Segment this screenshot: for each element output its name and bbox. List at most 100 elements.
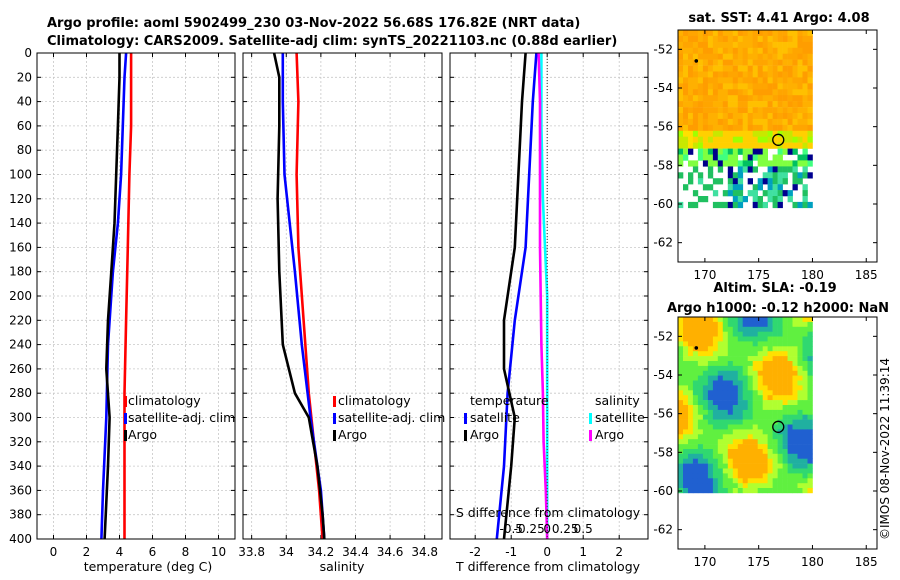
map-cell: [732, 468, 739, 474]
map-cell: [732, 405, 739, 411]
map-cell: [747, 166, 753, 173]
map-cell: [692, 380, 699, 386]
map-cell: [757, 356, 763, 362]
map-cell: [752, 414, 758, 420]
longitude-tick-label: 170: [693, 555, 716, 569]
map-cell: [717, 488, 724, 494]
map-cell: [732, 77, 739, 84]
map-cell: [712, 321, 719, 328]
map-cell: [767, 71, 773, 78]
map-cell: [742, 439, 748, 445]
map-cell: [777, 375, 783, 381]
series-t-satellite: [495, 52, 538, 540]
map-cell: [752, 375, 758, 381]
map-cell: [777, 458, 783, 464]
map-cell: [732, 409, 739, 416]
map-cell: [732, 47, 739, 54]
map-cell: [727, 488, 734, 494]
map-cell: [747, 449, 753, 455]
map-cell: [767, 346, 773, 352]
map-cell: [692, 365, 699, 372]
map-cell: [767, 53, 773, 60]
map-cell: [688, 172, 694, 179]
map-cell: [717, 463, 724, 469]
map-cell: [692, 326, 699, 332]
map-cell: [683, 365, 689, 372]
map-cell: [792, 95, 798, 102]
map-cell: [757, 317, 763, 323]
map-cell: [692, 488, 699, 494]
map-cell: [712, 30, 719, 37]
map-cell: [762, 434, 768, 440]
map-cell: [767, 483, 773, 489]
map-cell: [707, 341, 714, 347]
map-cell: [777, 71, 783, 78]
map-cell: [797, 409, 803, 416]
map-cell: [797, 385, 803, 391]
map-cell: [702, 59, 709, 66]
map-cell: [807, 41, 813, 49]
map-cell: [722, 35, 729, 43]
legend-temp-argo: Argo: [128, 427, 157, 442]
map-cell: [777, 184, 783, 191]
map-cell: [707, 118, 714, 126]
map-cell: [757, 95, 763, 102]
map-cell: [772, 385, 778, 391]
map-cell: [792, 41, 798, 49]
map-cell: [688, 30, 694, 37]
map-cell: [692, 449, 699, 455]
map-cell: [683, 47, 689, 54]
map-cell: [688, 444, 694, 450]
map-cell: [777, 434, 783, 440]
map-cell: [678, 473, 684, 479]
map-cell: [802, 351, 808, 357]
map-cell: [737, 370, 744, 376]
map-cell: [797, 71, 803, 78]
map-cell: [777, 331, 783, 337]
map-cell: [797, 449, 803, 455]
map-cell: [797, 95, 803, 102]
map-cell: [742, 53, 748, 60]
map-cell: [772, 375, 778, 381]
map-cell: [767, 400, 773, 406]
map-cell: [787, 434, 793, 440]
map-cell: [712, 453, 719, 459]
map-cell: [787, 375, 793, 381]
map-cell: [742, 463, 748, 469]
map-cell: [732, 434, 739, 440]
map-cell: [692, 35, 699, 43]
map-cell: [707, 160, 714, 167]
map-cell: [802, 95, 808, 102]
legend-sal-argo: Argo: [338, 427, 367, 442]
map-cell: [802, 148, 808, 155]
map-cell: [742, 107, 748, 114]
map-cell: [742, 30, 748, 37]
map-cell: [722, 463, 729, 469]
map-cell: [772, 113, 778, 120]
map-cell: [683, 89, 689, 96]
map-cell: [772, 154, 778, 161]
map-cell: [772, 449, 778, 455]
map-cell: [697, 178, 704, 185]
map-cell: [732, 148, 739, 155]
map-cell: [737, 172, 744, 179]
map-cell: [727, 35, 734, 43]
map-cell: [797, 390, 803, 396]
map-cell: [772, 346, 778, 352]
map-cell: [712, 380, 719, 386]
map-cell: [732, 59, 739, 66]
map-cell: [742, 136, 748, 143]
map-cell: [807, 53, 813, 60]
map-cell: [692, 356, 699, 362]
map-cell: [797, 124, 803, 132]
map-cell: [767, 336, 773, 342]
map-cell: [747, 483, 753, 489]
map-cell: [702, 321, 709, 328]
map-cell: [697, 409, 704, 416]
map-cell: [742, 47, 748, 54]
map-cell: [717, 424, 724, 430]
map-cell: [688, 59, 694, 66]
series-argo: [103, 53, 121, 540]
map-cell: [717, 30, 724, 37]
map-cell: [722, 113, 729, 120]
